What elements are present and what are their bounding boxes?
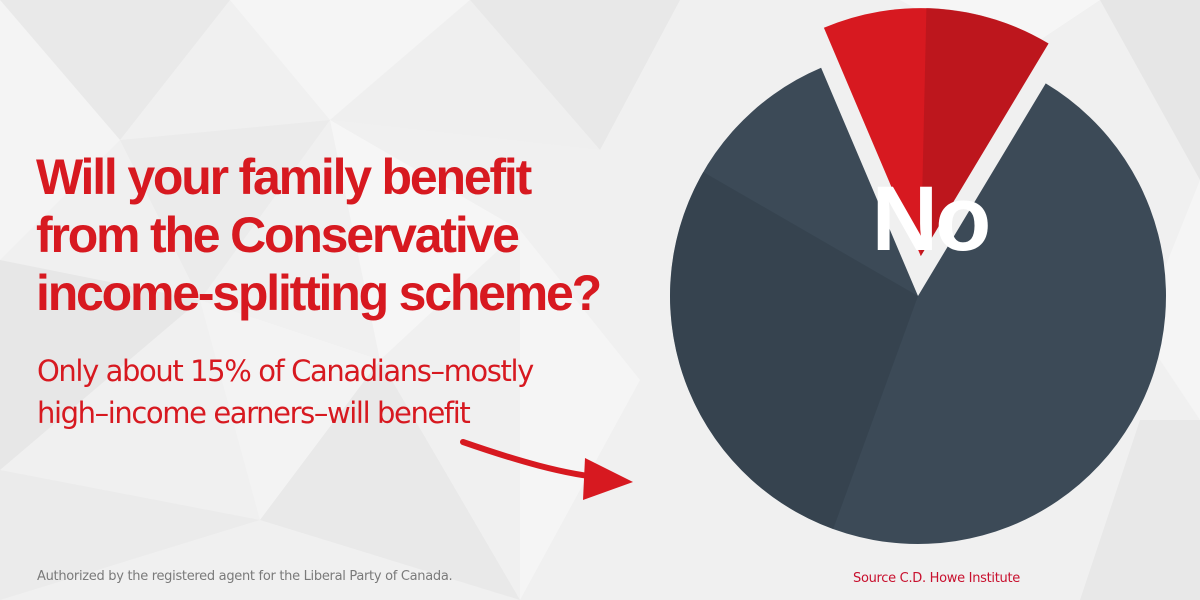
pie-slice-0-facet	[670, 172, 918, 530]
subhead: Only about 15% of Canadians–mostly high–…	[37, 350, 637, 434]
pie-labels: No	[872, 168, 992, 270]
headline-line-2: from the Conservative	[36, 207, 520, 263]
authorization-note: Authorized by the registered agent for t…	[37, 569, 453, 584]
subhead-line-1: Only about 15% of Canadians–mostly	[37, 354, 534, 388]
pie-slice-0	[670, 67, 1166, 545]
pie-slice-1-facet	[920, 8, 1049, 257]
pie-slices	[670, 8, 1166, 545]
subhead-line-2: high–income earners–will benefit	[37, 396, 471, 430]
pie-label-0: No	[872, 168, 989, 270]
source-note: Source C.D. Howe Institute	[853, 571, 1020, 586]
headline: Will your family benefit from the Conser…	[36, 148, 636, 322]
headline-line-3: income-splitting scheme?	[36, 265, 602, 321]
headline-line-1: Will your family benefit	[36, 149, 532, 205]
arrow-icon	[460, 439, 633, 500]
